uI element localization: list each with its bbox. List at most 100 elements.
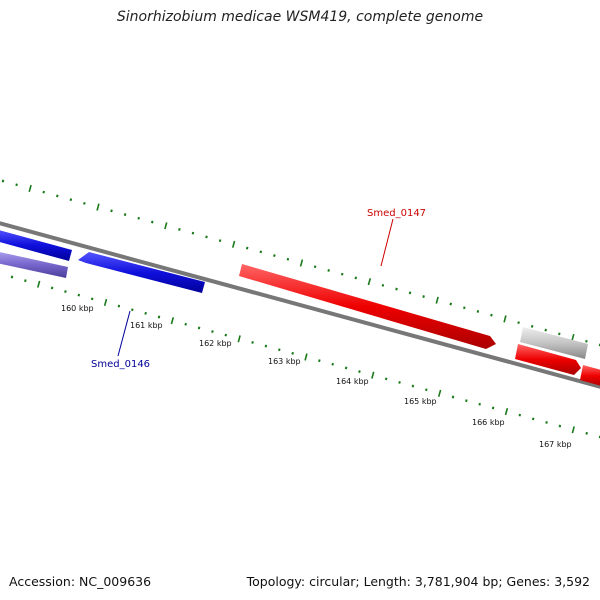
minor-tick — [110, 209, 113, 213]
minor-tick — [123, 213, 127, 216]
minor-tick — [251, 341, 254, 344]
minor-tick — [224, 333, 228, 337]
minor-tick — [131, 308, 134, 312]
gene-arrow-smed-0147[interactable] — [239, 264, 496, 349]
minor-tick — [544, 328, 547, 332]
scale-label: 167 kbp — [539, 440, 572, 449]
minor-tick — [422, 295, 425, 298]
minor-tick — [313, 265, 317, 269]
minor-tick — [354, 276, 358, 280]
minor-tick — [465, 399, 468, 403]
callout-line-smed-0147 — [380, 218, 394, 267]
minor-tick — [491, 406, 495, 410]
minor-tick — [449, 302, 453, 306]
gene-arrow-forward-right[interactable] — [515, 344, 581, 375]
minor-tick — [463, 306, 466, 310]
minor-tick — [50, 286, 54, 290]
minor-tick — [478, 402, 481, 406]
minor-tick — [476, 310, 480, 313]
minor-tick — [585, 339, 588, 343]
minor-tick — [331, 362, 334, 366]
major-tick — [299, 259, 304, 267]
minor-tick — [318, 359, 321, 363]
minor-tick — [425, 388, 428, 392]
minor-tick — [358, 370, 361, 373]
minor-tick — [558, 332, 561, 336]
minor-tick — [259, 250, 263, 254]
topology-info: Topology: circular; Length: 3,781,904 bp… — [246, 574, 590, 589]
gene-arrow-reverse-left[interactable] — [0, 229, 72, 261]
minor-tick — [490, 313, 493, 317]
minor-tick — [558, 424, 562, 428]
map-title: Sinorhizobium medicae WSM419, complete g… — [116, 9, 484, 25]
minor-tick — [384, 377, 388, 381]
gene-label-smed-0146[interactable]: Smed_0146 — [91, 359, 150, 370]
minor-tick — [344, 366, 348, 370]
genome-backbone — [0, 221, 600, 389]
major-tick — [304, 353, 308, 361]
major-tick — [103, 298, 108, 307]
major-tick — [371, 371, 375, 379]
minor-tick — [178, 228, 181, 231]
major-tick — [571, 426, 575, 434]
gene-label-smed-0147[interactable]: Smed_0147 — [367, 208, 426, 219]
scale-label: 164 kbp — [336, 377, 369, 386]
minor-tick — [211, 330, 214, 333]
major-tick — [504, 407, 509, 416]
gene-arrow-pseudo-reverse[interactable] — [0, 251, 68, 278]
gene-arrow-smed-0146[interactable] — [78, 252, 205, 293]
minor-tick — [144, 311, 147, 315]
scale-labels: 160 kbp 161 kbp 162 kbp 163 kbp 164 kbp … — [61, 304, 572, 449]
major-tick — [367, 278, 372, 286]
major-tick — [164, 222, 168, 230]
minor-tick — [10, 275, 14, 279]
minor-tick — [531, 417, 535, 421]
major-tick — [96, 203, 100, 211]
outer-tick-ring — [1, 179, 600, 347]
minor-tick — [69, 198, 73, 202]
minor-tick — [518, 413, 522, 417]
major-tick — [435, 296, 439, 304]
feature-box-grey[interactable] — [520, 327, 588, 359]
minor-tick — [291, 351, 294, 355]
scale-label: 161 kbp — [130, 321, 163, 330]
minor-tick — [1, 179, 5, 183]
scale-label: 166 kbp — [472, 418, 505, 427]
major-tick — [37, 280, 41, 288]
minor-tick — [273, 254, 276, 257]
minor-tick — [64, 290, 67, 293]
minor-tick — [286, 257, 290, 261]
minor-tick — [517, 321, 520, 325]
minor-tick — [395, 287, 398, 291]
minor-tick — [150, 220, 154, 224]
minor-tick — [184, 322, 187, 326]
scale-label: 165 kbp — [404, 397, 437, 406]
minor-tick — [77, 293, 81, 297]
minor-tick — [327, 269, 330, 272]
minor-tick — [137, 216, 140, 220]
minor-tick — [264, 344, 268, 348]
minor-tick — [530, 324, 534, 328]
inner-tick-ring — [10, 275, 600, 439]
major-tick — [28, 184, 32, 193]
major-tick — [237, 335, 241, 343]
major-tick — [231, 240, 236, 248]
major-tick — [437, 389, 442, 397]
minor-tick — [451, 395, 455, 399]
minor-tick — [90, 297, 94, 301]
minor-tick — [340, 272, 344, 276]
accession-label: Accession: NC_009636 — [9, 574, 152, 589]
minor-tick — [191, 231, 195, 235]
minor-tick — [245, 246, 249, 250]
major-tick — [503, 315, 507, 323]
gene-arrow-forward-edge[interactable] — [580, 365, 600, 387]
minor-tick — [585, 431, 588, 435]
scale-label: 160 kbp — [61, 304, 94, 313]
minor-tick — [205, 235, 208, 239]
scale-label: 163 kbp — [268, 357, 301, 366]
major-tick — [571, 333, 575, 342]
minor-tick — [24, 279, 27, 283]
minor-tick — [381, 283, 385, 287]
minor-tick — [197, 326, 201, 330]
